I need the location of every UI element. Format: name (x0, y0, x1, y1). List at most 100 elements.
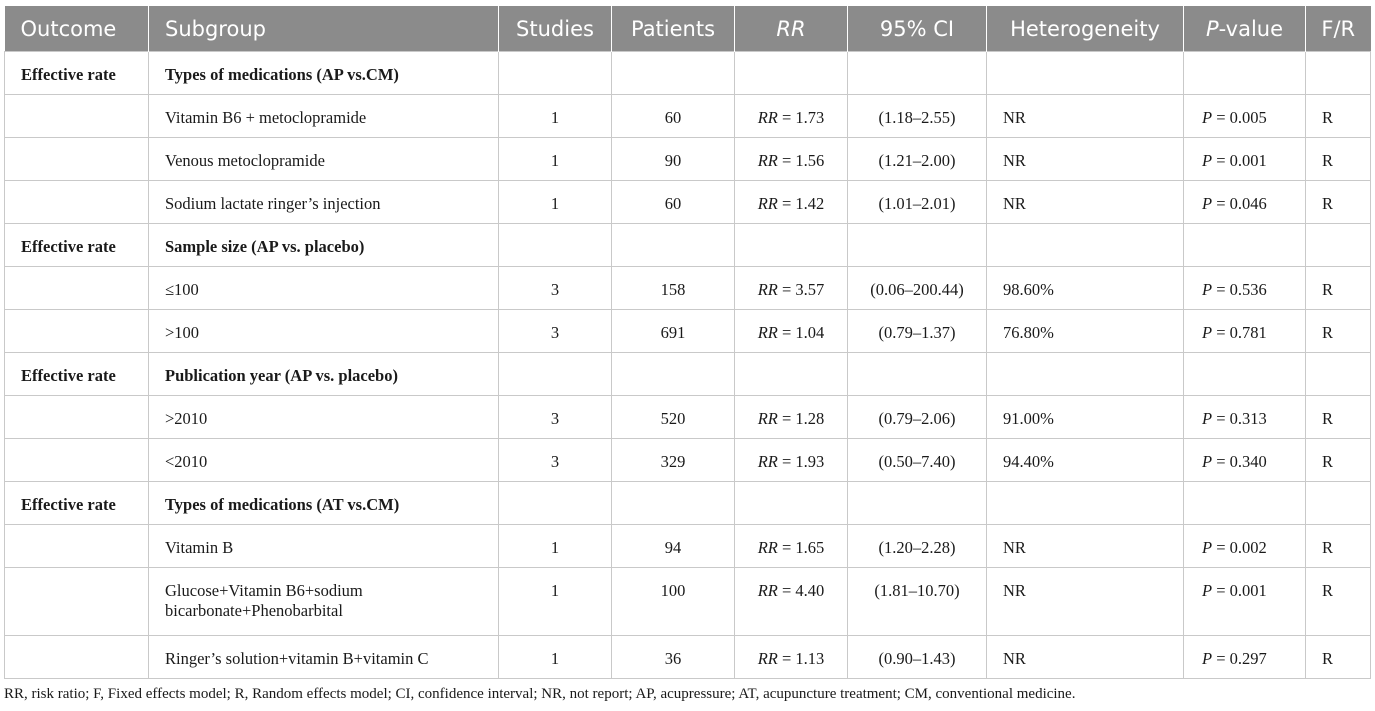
header-row: Outcome Subgroup Studies Patients RR 95%… (4, 6, 1371, 52)
results-table-container: Outcome Subgroup Studies Patients RR 95%… (4, 6, 1371, 679)
subgroup-category-cell: Sample size (AP vs. placebo) (148, 223, 499, 267)
empty-cell (498, 352, 612, 396)
p-value: = 0.340 (1216, 452, 1267, 471)
subgroup-cell: Vitamin B6 + metoclopramide (148, 94, 499, 138)
ci-cell: (1.01–2.01) (847, 180, 987, 224)
rr-label: RR (757, 108, 778, 127)
p-label: P (1202, 409, 1213, 428)
empty-cell (986, 223, 1184, 267)
p-label: P (1202, 280, 1213, 299)
rr-label: RR (757, 452, 778, 471)
studies-cell: 3 (498, 395, 612, 439)
empty-cell (1305, 51, 1371, 95)
ci-cell: (1.21–2.00) (847, 137, 987, 181)
rr-label: RR (757, 538, 778, 557)
p-value-cell: P = 0.297 (1183, 635, 1306, 679)
header-ci: 95% CI (847, 6, 987, 52)
empty-cell (1305, 223, 1371, 267)
header-p-suffix: -value (1218, 16, 1284, 41)
p-value-cell: P = 0.001 (1183, 137, 1306, 181)
studies-cell: 3 (498, 438, 612, 482)
rr-label: RR (757, 194, 778, 213)
fr-cell: R (1305, 309, 1371, 353)
patients-cell: 520 (611, 395, 735, 439)
fr-cell: R (1305, 567, 1371, 636)
rr-value: = 4.40 (781, 581, 825, 600)
empty-cell (611, 223, 735, 267)
header-p-value: P-value (1183, 6, 1306, 52)
header-fr: F/R (1305, 6, 1371, 52)
empty-cell (847, 481, 987, 525)
empty-cell (734, 352, 848, 396)
subgroup-cell: Glucose+Vitamin B6+sodium bicarbonate+Ph… (148, 567, 499, 636)
p-value-cell: P = 0.340 (1183, 438, 1306, 482)
patients-cell: 158 (611, 266, 735, 310)
subgroup-analysis-table: Outcome Subgroup Studies Patients RR 95%… (4, 6, 1371, 679)
ci-cell: (1.81–10.70) (847, 567, 987, 636)
empty-cell (1305, 352, 1371, 396)
subgroup-cell: >100 (148, 309, 499, 353)
studies-cell: 3 (498, 266, 612, 310)
p-value: = 0.297 (1216, 649, 1267, 668)
rr-value: = 1.56 (781, 151, 825, 170)
p-value-cell: P = 0.002 (1183, 524, 1306, 568)
empty-cell (1183, 352, 1306, 396)
outcome-cell: Effective rate (4, 352, 149, 396)
p-value-cell: P = 0.313 (1183, 395, 1306, 439)
rr-cell: RR = 1.56 (734, 137, 848, 181)
table-row: >2010 3 520 RR = 1.28 (0.79–2.06) 91.00% P = 0… (4, 395, 1371, 439)
fr-cell: R (1305, 94, 1371, 138)
heterogeneity-cell: 98.60% (986, 266, 1184, 310)
empty-cell (4, 567, 149, 636)
rr-value: = 1.93 (781, 452, 825, 471)
p-value: = 0.005 (1216, 108, 1267, 127)
table-footnote: RR, risk ratio; F, Fixed effects model; … (4, 686, 1076, 702)
subgroup-category-cell: Publication year (AP vs. placebo) (148, 352, 499, 396)
empty-cell (4, 94, 149, 138)
table-row: <2010 3 329 RR = 1.93 (0.50–7.40) 94.40% P = 0… (4, 438, 1371, 482)
studies-cell: 1 (498, 180, 612, 224)
studies-cell: 1 (498, 137, 612, 181)
rr-value: = 1.28 (781, 409, 825, 428)
p-value: = 0.001 (1216, 151, 1267, 170)
empty-cell (986, 352, 1184, 396)
ci-cell: (1.20–2.28) (847, 524, 987, 568)
subgroup-cell: <2010 (148, 438, 499, 482)
patients-cell: 94 (611, 524, 735, 568)
empty-cell (611, 51, 735, 95)
empty-cell (4, 635, 149, 679)
empty-cell (1183, 481, 1306, 525)
empty-cell (4, 309, 149, 353)
empty-cell (847, 223, 987, 267)
table-row: Sodium lactate ringer’s injection 1 60 RR =… (4, 180, 1371, 224)
heterogeneity-cell: NR (986, 635, 1184, 679)
subgroup-cell: >2010 (148, 395, 499, 439)
rr-value: = 1.73 (781, 108, 825, 127)
p-value-cell: P = 0.781 (1183, 309, 1306, 353)
patients-cell: 329 (611, 438, 735, 482)
p-label: P (1202, 452, 1213, 471)
rr-cell: RR = 1.65 (734, 524, 848, 568)
fr-cell: R (1305, 266, 1371, 310)
header-studies: Studies (498, 6, 612, 52)
rr-value: = 3.57 (781, 280, 825, 299)
ci-cell: (0.79–2.06) (847, 395, 987, 439)
rr-label: RR (757, 409, 778, 428)
subgroup-cell: Vitamin B (148, 524, 499, 568)
empty-cell (498, 481, 612, 525)
subgroup-category-cell: Types of medications (AT vs.CM) (148, 481, 499, 525)
p-label: P (1202, 323, 1213, 342)
empty-cell (4, 137, 149, 181)
heterogeneity-cell: NR (986, 180, 1184, 224)
subgroup-cell: ≤100 (148, 266, 499, 310)
table-row: ≤100 3 158 RR = 3.57 (0.06–200.44) 98.60% P = … (4, 266, 1371, 310)
table-body: Effective rate Types of medications (AP v… (4, 51, 1371, 679)
empty-cell (1305, 481, 1371, 525)
p-label: P (1202, 649, 1213, 668)
outcome-cell: Effective rate (4, 481, 149, 525)
fr-cell: R (1305, 137, 1371, 181)
heterogeneity-cell: 94.40% (986, 438, 1184, 482)
rr-cell: RR = 4.40 (734, 567, 848, 636)
group-header-row: Effective rate Types of medications (AT v… (4, 481, 1371, 525)
rr-cell: RR = 3.57 (734, 266, 848, 310)
